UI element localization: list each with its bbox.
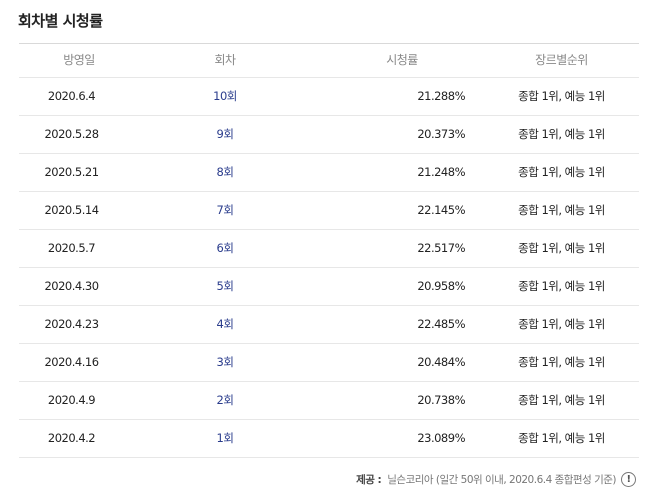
source-footer: 제공 : 닐슨코리아 (일간 50위 이내, 2020.6.4 종합편성 기준)… <box>356 472 636 487</box>
cell-genre-rank: 종합 1위, 예능 1위 <box>518 89 605 103</box>
table-row: 2020.4.30 5회 20.958% 종합 1위, 예능 1위 <box>19 268 639 306</box>
table-row: 2020.6.4 10회 21.288% 종합 1위, 예능 1위 <box>19 78 639 116</box>
cell-episode-link[interactable]: 1회 <box>216 431 234 445</box>
header-date: 방영일 <box>63 53 95 67</box>
cell-genre-rank: 종합 1위, 예능 1위 <box>518 393 605 407</box>
table-row: 2020.4.2 1회 23.089% 종합 1위, 예능 1위 <box>19 420 639 458</box>
cell-genre-rank: 종합 1위, 예능 1위 <box>518 241 605 255</box>
cell-rating: 21.288% <box>417 89 465 103</box>
cell-rating: 20.484% <box>417 355 465 369</box>
cell-episode-link[interactable]: 4회 <box>216 317 234 331</box>
cell-genre-rank: 종합 1위, 예능 1위 <box>518 355 605 369</box>
info-icon[interactable]: ! <box>621 472 636 487</box>
cell-rating: 20.373% <box>417 127 465 141</box>
cell-genre-rank: 종합 1위, 예능 1위 <box>518 127 605 141</box>
header-genre-rank: 장르별순위 <box>535 53 588 67</box>
cell-rating: 22.517% <box>417 241 465 255</box>
source-text: 닐슨코리아 (일간 50위 이내, 2020.6.4 종합편성 기준) <box>387 474 616 486</box>
cell-date: 2020.4.23 <box>44 317 99 331</box>
header-episode: 회차 <box>214 53 236 67</box>
table-row: 2020.4.23 4회 22.485% 종합 1위, 예능 1위 <box>19 306 639 344</box>
table-row: 2020.5.21 8회 21.248% 종합 1위, 예능 1위 <box>19 154 639 192</box>
cell-date: 2020.4.9 <box>47 393 96 407</box>
cell-genre-rank: 종합 1위, 예능 1위 <box>518 165 605 179</box>
source-label: 제공 : <box>356 474 382 486</box>
cell-genre-rank: 종합 1위, 예능 1위 <box>518 317 605 331</box>
cell-episode-link[interactable]: 6회 <box>216 241 234 255</box>
cell-rating: 21.248% <box>417 165 465 179</box>
cell-date: 2020.4.2 <box>47 431 96 445</box>
cell-genre-rank: 종합 1위, 예능 1위 <box>518 431 605 445</box>
table-row: 2020.4.9 2회 20.738% 종합 1위, 예능 1위 <box>19 382 639 420</box>
table-row: 2020.5.7 6회 22.517% 종합 1위, 예능 1위 <box>19 230 639 268</box>
cell-rating: 22.145% <box>417 203 465 217</box>
cell-episode-link[interactable]: 10회 <box>213 89 237 103</box>
cell-genre-rank: 종합 1위, 예능 1위 <box>518 279 605 293</box>
cell-rating: 23.089% <box>417 431 465 445</box>
table-row: 2020.4.16 3회 20.484% 종합 1위, 예능 1위 <box>19 344 639 382</box>
cell-rating: 20.738% <box>417 393 465 407</box>
cell-date: 2020.5.28 <box>44 127 99 141</box>
cell-episode-link[interactable]: 2회 <box>216 393 234 407</box>
cell-episode-link[interactable]: 3회 <box>216 355 234 369</box>
cell-rating: 20.958% <box>417 279 465 293</box>
page-title: 회차별 시청률 <box>18 12 103 30</box>
ratings-table: 방영일 회차 시청률 장르별순위 2020.6.4 10회 21.288% 종합 1위… <box>19 43 639 458</box>
cell-episode-link[interactable]: 5회 <box>216 279 234 293</box>
cell-genre-rank: 종합 1위, 예능 1위 <box>518 203 605 217</box>
cell-date: 2020.5.7 <box>47 241 96 255</box>
cell-date: 2020.4.30 <box>44 279 99 293</box>
cell-rating: 22.485% <box>417 317 465 331</box>
table-row: 2020.5.14 7회 22.145% 종합 1위, 예능 1위 <box>19 192 639 230</box>
cell-episode-link[interactable]: 9회 <box>216 127 234 141</box>
cell-date: 2020.5.21 <box>44 165 99 179</box>
cell-date: 2020.5.14 <box>44 203 99 217</box>
cell-episode-link[interactable]: 8회 <box>216 165 234 179</box>
table-header: 방영일 회차 시청률 장르별순위 <box>19 44 639 78</box>
table-row: 2020.5.28 9회 20.373% 종합 1위, 예능 1위 <box>19 116 639 154</box>
cell-date: 2020.4.16 <box>44 355 99 369</box>
cell-episode-link[interactable]: 7회 <box>216 203 234 217</box>
cell-date: 2020.6.4 <box>47 89 96 103</box>
header-rating: 시청률 <box>386 53 418 67</box>
